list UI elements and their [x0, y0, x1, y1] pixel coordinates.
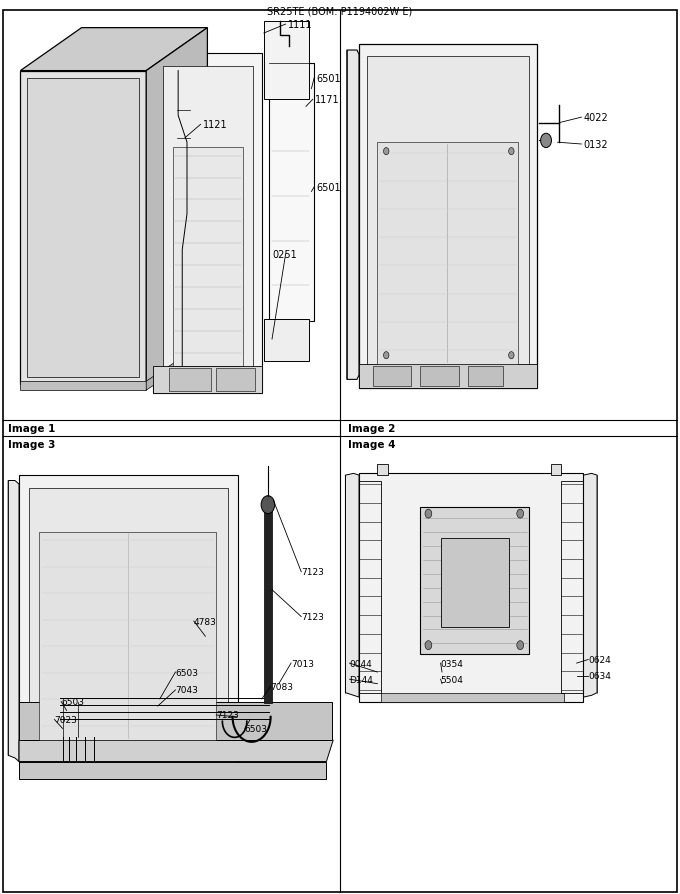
Polygon shape	[359, 45, 537, 389]
Text: Image 3: Image 3	[8, 439, 56, 450]
Polygon shape	[20, 29, 207, 72]
Polygon shape	[19, 762, 326, 780]
Text: 6503: 6503	[175, 668, 199, 677]
Polygon shape	[153, 54, 262, 393]
Text: 5504: 5504	[441, 675, 464, 684]
Text: 0044: 0044	[350, 659, 372, 668]
Polygon shape	[345, 474, 359, 697]
Text: D144: D144	[350, 675, 373, 684]
Polygon shape	[381, 693, 564, 702]
Text: 1111: 1111	[288, 20, 313, 30]
Polygon shape	[377, 143, 518, 365]
Text: 4022: 4022	[583, 113, 608, 123]
Text: 0251: 0251	[272, 249, 296, 260]
Text: 6501: 6501	[316, 73, 341, 84]
Text: 7123: 7123	[216, 711, 239, 720]
Polygon shape	[163, 67, 253, 380]
Circle shape	[425, 510, 432, 519]
Polygon shape	[216, 368, 255, 392]
Polygon shape	[269, 64, 314, 322]
Circle shape	[517, 510, 524, 519]
Text: 4783: 4783	[194, 617, 217, 626]
Polygon shape	[19, 702, 332, 740]
Text: 1121: 1121	[203, 120, 227, 131]
Circle shape	[509, 148, 514, 156]
Polygon shape	[420, 508, 529, 654]
Polygon shape	[373, 367, 411, 386]
Polygon shape	[359, 365, 537, 389]
Polygon shape	[27, 79, 139, 377]
Polygon shape	[367, 57, 529, 377]
Text: 7083: 7083	[271, 682, 294, 691]
Polygon shape	[420, 367, 459, 386]
Polygon shape	[347, 51, 359, 380]
Text: SR25TE (BOM: P1194002W E): SR25TE (BOM: P1194002W E)	[267, 6, 413, 16]
Circle shape	[517, 641, 524, 650]
Polygon shape	[39, 532, 216, 740]
Polygon shape	[153, 367, 262, 393]
Text: 7123: 7123	[301, 568, 324, 577]
Polygon shape	[264, 22, 309, 100]
Polygon shape	[359, 474, 583, 702]
Polygon shape	[583, 474, 597, 697]
Text: 0354: 0354	[441, 659, 464, 668]
Polygon shape	[173, 148, 243, 367]
Polygon shape	[468, 367, 503, 386]
Text: 0634: 0634	[588, 671, 611, 680]
Polygon shape	[551, 465, 561, 476]
Bar	[20, 382, 146, 391]
Text: Image 4: Image 4	[348, 439, 396, 450]
Text: Image 2: Image 2	[348, 423, 396, 434]
Polygon shape	[146, 342, 207, 391]
Polygon shape	[19, 476, 238, 764]
Text: 7043: 7043	[175, 686, 199, 695]
Text: 0624: 0624	[588, 655, 611, 664]
Text: 7013: 7013	[291, 659, 314, 668]
Polygon shape	[264, 320, 309, 362]
Polygon shape	[441, 538, 509, 628]
Circle shape	[261, 496, 275, 514]
Polygon shape	[29, 488, 228, 753]
Circle shape	[509, 352, 514, 359]
Circle shape	[384, 148, 389, 156]
Polygon shape	[20, 72, 146, 384]
Text: 7023: 7023	[54, 715, 78, 724]
Text: Image 1: Image 1	[8, 423, 56, 434]
Circle shape	[384, 352, 389, 359]
Circle shape	[541, 134, 551, 148]
Polygon shape	[19, 740, 333, 762]
Text: 1171: 1171	[315, 95, 339, 105]
Text: 6503: 6503	[245, 724, 268, 733]
Text: 6501: 6501	[316, 182, 341, 193]
Polygon shape	[377, 465, 388, 476]
Text: 0132: 0132	[583, 139, 608, 150]
Bar	[264, 507, 272, 704]
Text: 7123: 7123	[301, 612, 324, 621]
Circle shape	[425, 641, 432, 650]
Text: 6503: 6503	[61, 697, 84, 706]
Polygon shape	[8, 481, 19, 762]
Polygon shape	[169, 368, 211, 392]
Polygon shape	[146, 29, 207, 384]
